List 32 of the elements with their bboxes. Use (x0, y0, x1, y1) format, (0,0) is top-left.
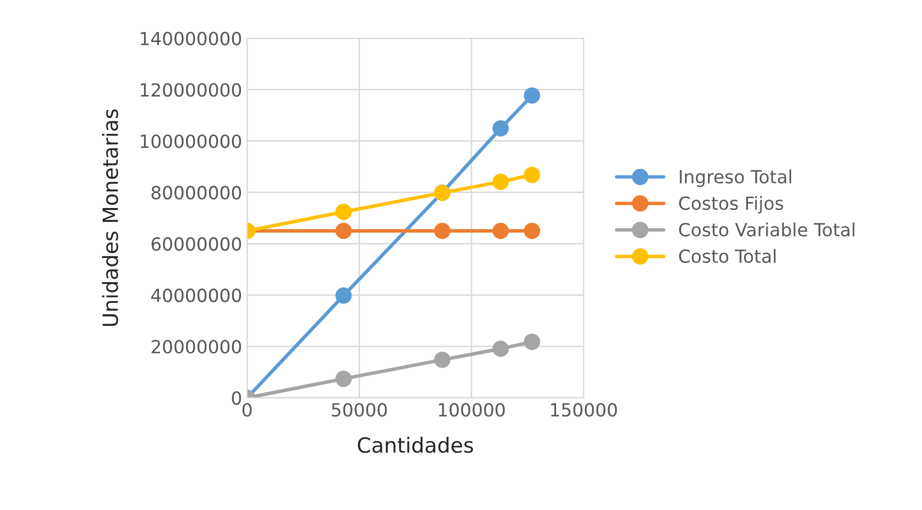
point (335, 287, 352, 304)
y-tick-label: 0 (232, 391, 242, 405)
legend-label: Ingreso Total (680, 170, 792, 188)
y-tick-label: 20000000 (152, 340, 242, 354)
point (492, 120, 509, 137)
y-tick-label: 120000000 (140, 83, 242, 97)
legend-label: Costo Total (679, 249, 776, 264)
point (492, 222, 509, 240)
point (335, 204, 352, 220)
point (524, 334, 540, 350)
y-tick-label: 100000000 (140, 134, 242, 148)
point (492, 174, 509, 190)
x-tick-label: 100000 (438, 402, 505, 417)
point (434, 352, 450, 368)
x-tick-label: 150000 (551, 402, 617, 417)
point (524, 166, 540, 184)
legend-label: Costo Variable Total (679, 222, 854, 237)
point (492, 340, 509, 357)
y-axis-title: Unidades Monetarias (102, 109, 118, 326)
x-tick-label: 0 (242, 402, 252, 417)
point (524, 222, 540, 240)
x-axis-title: Cantidades (358, 436, 474, 453)
y-tick-label: 80000000 (152, 186, 242, 200)
y-tick-label: 40000000 (151, 288, 242, 302)
legend-label: Costos Fijos (679, 196, 784, 214)
y-tick-label: 140000000 (140, 32, 242, 46)
point (434, 222, 450, 240)
point (524, 87, 540, 104)
y-tick-label: 60000000 (152, 237, 242, 251)
point (335, 370, 352, 387)
point (335, 222, 352, 240)
x-tick-label: 50000 (332, 402, 387, 417)
